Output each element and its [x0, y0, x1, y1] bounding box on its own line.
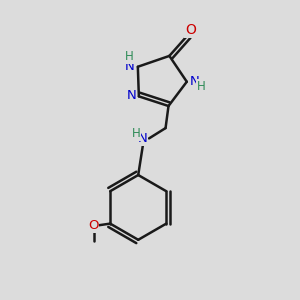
- Text: H: H: [196, 80, 205, 93]
- Text: H: H: [132, 127, 140, 140]
- Text: O: O: [88, 219, 99, 232]
- Text: N: N: [138, 132, 148, 145]
- Text: N: N: [125, 60, 134, 73]
- Text: H: H: [125, 50, 134, 63]
- Text: O: O: [185, 23, 196, 37]
- Text: N: N: [189, 75, 199, 88]
- Text: N: N: [127, 89, 136, 102]
